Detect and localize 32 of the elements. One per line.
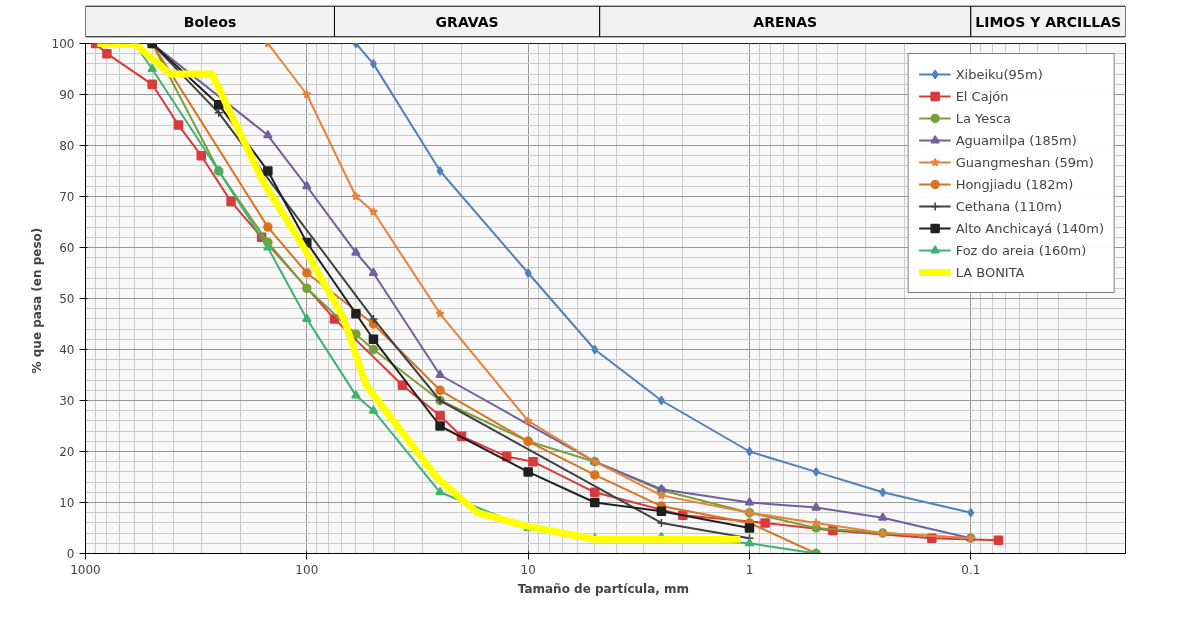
y-tick-label: 70: [59, 190, 75, 204]
y-axis-title: % que pasa (en peso): [29, 227, 44, 374]
legend-label: El Cajón: [955, 88, 1009, 104]
y-tick-label: 90: [59, 88, 75, 102]
legend-label: Guangmeshan (59m): [955, 154, 1094, 170]
x-tick-label: 100: [295, 562, 319, 577]
legend-label: Xibeiku(95m): [955, 66, 1043, 82]
y-tick-label: 80: [59, 139, 75, 153]
x-axis-title: Tamaño de partícula, mm: [517, 581, 690, 596]
y-tick-label: 20: [59, 445, 75, 459]
band-label: LIMOS Y ARCILLAS: [975, 13, 1122, 30]
y-tick-label: 10: [59, 496, 75, 510]
y-tick-label: 0: [66, 547, 75, 561]
y-tick-label: 40: [59, 343, 75, 357]
y-tick-label: 30: [59, 394, 75, 408]
x-tick-label: 1000: [70, 562, 101, 577]
x-tick-label: 1: [745, 562, 754, 577]
x-tick-label: 0.1: [961, 562, 981, 577]
band-label: ARENAS: [753, 13, 818, 30]
legend-label: Foz do areia (160m): [955, 242, 1087, 258]
legend-label: Cethana (110m): [955, 198, 1062, 214]
band-label: Boleos: [183, 13, 237, 30]
y-tick-label: 50: [59, 292, 75, 306]
legend-label: Aguamilpa (185m): [955, 132, 1077, 148]
legend-label: LA BONITA: [955, 264, 1025, 280]
y-tick-label: 100: [51, 37, 75, 51]
band-label: GRAVAS: [435, 13, 499, 30]
x-tick-label: 10: [520, 562, 536, 577]
legend-label: Alto Anchicayá (140m): [955, 220, 1104, 236]
legend-label: Hongjiadu (182m): [955, 176, 1074, 192]
y-tick-label: 60: [59, 241, 75, 255]
legend-label: La Yesca: [955, 110, 1012, 126]
